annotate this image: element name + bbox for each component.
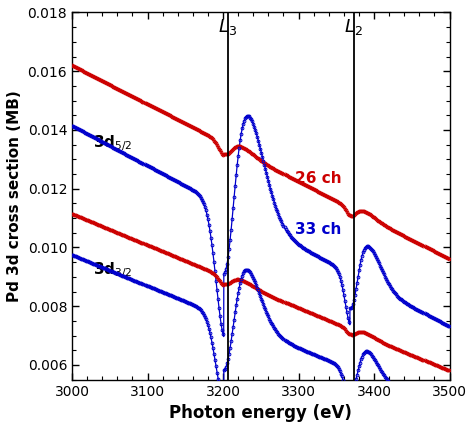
X-axis label: Photon energy (eV): Photon energy (eV): [169, 404, 352, 422]
Text: 3d$_{3/2}$: 3d$_{3/2}$: [93, 260, 133, 280]
Text: $L_2$: $L_2$: [344, 17, 363, 37]
Text: 26 ch: 26 ch: [295, 171, 341, 186]
Text: 3d$_{5/2}$: 3d$_{5/2}$: [93, 133, 133, 153]
Text: $L_3$: $L_3$: [218, 17, 237, 37]
Text: 33 ch: 33 ch: [295, 222, 341, 237]
Y-axis label: Pd 3d cross section (MB): Pd 3d cross section (MB): [7, 90, 22, 302]
